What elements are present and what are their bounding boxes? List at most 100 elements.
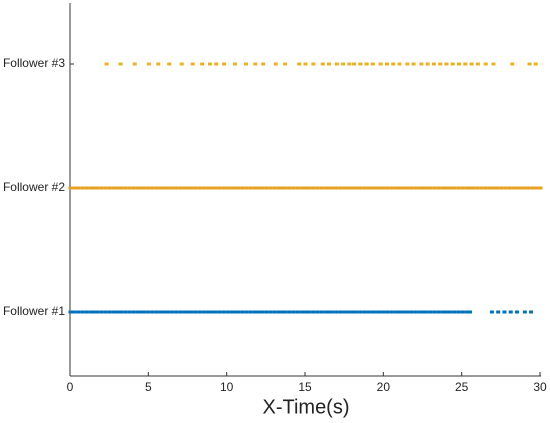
x-tick-label: 0 — [67, 380, 74, 394]
event-mark — [397, 186, 402, 190]
event-mark — [428, 186, 433, 190]
event-mark — [409, 186, 414, 190]
event-mark — [511, 186, 516, 190]
event-mark — [197, 310, 202, 314]
event-mark — [323, 310, 328, 314]
event-mark — [179, 62, 184, 66]
x-tick-label: 20 — [377, 380, 391, 394]
event-mark — [276, 186, 281, 190]
event-mark — [214, 62, 219, 66]
event-mark — [283, 310, 288, 314]
event-mark — [182, 310, 187, 314]
event-mark — [530, 186, 535, 190]
event-mark — [307, 310, 312, 314]
event-mark — [222, 62, 227, 66]
y-tick-label: Follower #1 — [3, 304, 65, 318]
event-mark — [189, 310, 194, 314]
event-mark — [221, 310, 226, 314]
event-mark — [307, 186, 312, 190]
event-mark — [236, 186, 241, 190]
event-mark — [452, 186, 457, 190]
event-mark — [146, 62, 151, 66]
y-tick-label: Follower #2 — [3, 180, 65, 194]
event-mark — [132, 62, 137, 66]
event-mark — [99, 310, 104, 314]
event-mark — [385, 186, 390, 190]
event-mark — [327, 310, 331, 314]
event-mark — [338, 186, 343, 190]
event-mark — [397, 310, 402, 314]
event-mark — [463, 62, 468, 66]
event-mark — [456, 310, 461, 314]
event-mark — [68, 310, 73, 314]
x-tick-label: 10 — [220, 380, 234, 394]
event-mark — [334, 310, 339, 314]
event-mark — [538, 186, 543, 190]
event-mark — [413, 186, 418, 190]
event-mark — [456, 186, 461, 190]
event-mark — [401, 186, 406, 190]
event-mark — [213, 310, 218, 314]
event-mark — [385, 310, 390, 314]
event-mark — [280, 186, 284, 190]
event-mark — [244, 310, 249, 314]
event-mark — [362, 186, 367, 190]
event-mark — [103, 310, 108, 314]
event-mark — [88, 310, 93, 314]
event-mark — [229, 310, 234, 314]
event-mark — [162, 310, 167, 314]
event-mark — [464, 310, 469, 314]
event-mark — [330, 310, 335, 314]
event-mark — [436, 186, 441, 190]
event-mark — [475, 62, 480, 66]
event-mark — [364, 62, 369, 66]
event-mark — [260, 186, 265, 190]
event-mark — [479, 186, 484, 190]
event-mark — [362, 310, 367, 314]
event-mark — [444, 186, 449, 190]
event-mark — [225, 310, 230, 314]
event-mark — [150, 310, 155, 314]
event-mark — [496, 310, 501, 314]
event-mark — [166, 310, 171, 314]
event-mark — [244, 186, 249, 190]
event-mark — [319, 186, 324, 190]
event-mark — [156, 62, 161, 66]
event-mark — [436, 310, 441, 314]
event-mark — [413, 310, 418, 314]
event-mark — [283, 62, 288, 66]
event-mark — [526, 186, 531, 190]
event-mark — [409, 310, 414, 314]
event-mark — [440, 186, 445, 190]
event-mark — [178, 186, 183, 190]
event-mark — [252, 310, 257, 314]
event-mark — [272, 310, 277, 314]
event-mark — [146, 310, 151, 314]
event-mark — [150, 186, 155, 190]
event-mark — [273, 62, 278, 66]
event-mark — [162, 186, 167, 190]
event-mark — [370, 186, 375, 190]
event-mark — [76, 310, 81, 314]
event-mark — [389, 186, 394, 190]
event-mark — [405, 310, 410, 314]
event-mark — [366, 186, 371, 190]
event-mark — [424, 310, 429, 314]
event-mark — [421, 310, 425, 314]
event-mark — [354, 310, 359, 314]
event-mark — [107, 310, 112, 314]
x-tick-label: 25 — [455, 380, 469, 394]
event-mark — [487, 186, 492, 190]
event-mark — [327, 186, 331, 190]
event-mark — [431, 62, 436, 66]
event-mark — [197, 186, 202, 190]
event-mark — [84, 186, 89, 190]
event-mark — [507, 186, 512, 190]
event-mark — [460, 186, 465, 190]
event-mark — [276, 310, 281, 314]
event-mark — [352, 62, 357, 66]
event-mark — [503, 186, 508, 190]
event-mark — [217, 310, 222, 314]
event-mark — [346, 310, 351, 314]
